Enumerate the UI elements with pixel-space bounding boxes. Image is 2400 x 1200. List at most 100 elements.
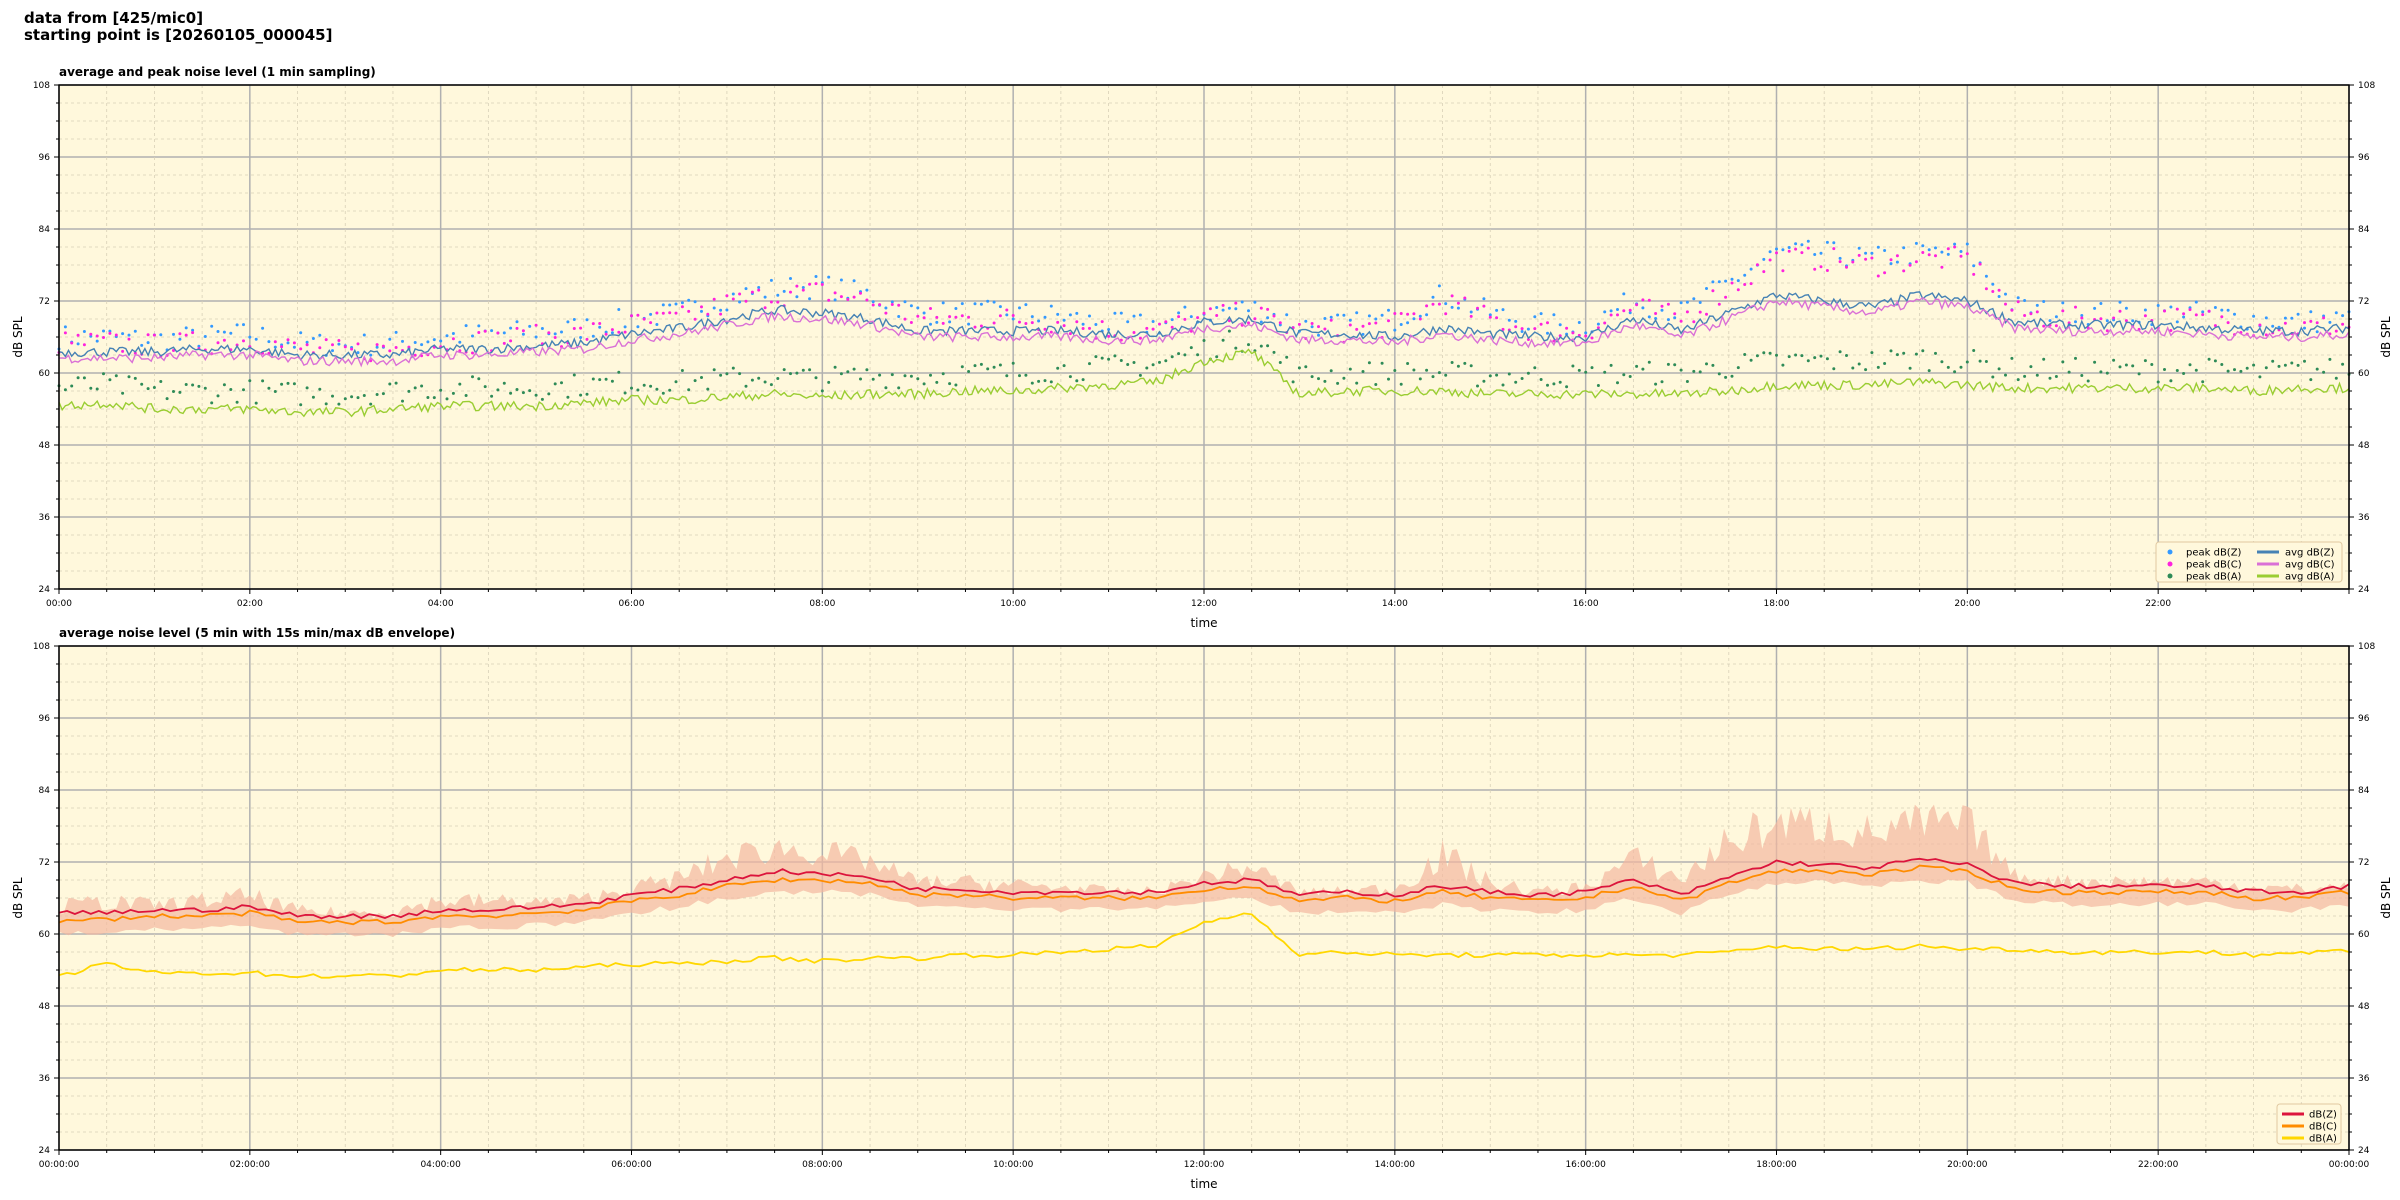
- y-tick-label: 96: [39, 714, 51, 724]
- peak-point: [598, 325, 602, 329]
- legend-label: avg dB(A): [2285, 572, 2335, 583]
- peak-point: [1641, 298, 1645, 302]
- peak-point: [998, 305, 1002, 309]
- peak-point: [935, 320, 939, 324]
- peak-point: [1546, 383, 1549, 387]
- peak-point: [191, 331, 195, 335]
- peak-point: [515, 326, 519, 330]
- peak-point: [610, 331, 614, 335]
- y-tick-label: 36: [39, 1074, 51, 1084]
- peak-point: [159, 333, 163, 337]
- y-tick-label-right: 108: [2358, 642, 2375, 652]
- peak-point: [127, 337, 131, 341]
- peak-point: [63, 331, 67, 335]
- peak-point: [1367, 314, 1371, 318]
- peak-point: [242, 339, 245, 343]
- legend-label: peak dB(C): [2186, 560, 2242, 571]
- peak-point: [146, 341, 150, 345]
- peak-point: [1011, 361, 1015, 365]
- peak-point: [273, 340, 277, 344]
- peak-point: [572, 318, 576, 321]
- chart-1: 108 108 96 96 84 84 72 72 60 60 48 48 36 36 24 24 00:00 0…: [11, 65, 2393, 630]
- peak-point: [1921, 244, 1925, 248]
- peak-point: [2309, 310, 2313, 314]
- peak-point: [1539, 322, 1543, 326]
- x-tick-label: 02:00:00: [230, 1160, 271, 1170]
- y-tick-label-right: 72: [2358, 858, 2369, 868]
- peak-point: [1775, 251, 1778, 255]
- peak-point: [1711, 363, 1715, 367]
- min-max-envelope: [59, 804, 2349, 937]
- peak-point: [579, 393, 583, 397]
- peak-point: [178, 390, 182, 394]
- peak-point: [1997, 367, 2001, 371]
- peak-point: [2074, 305, 2077, 309]
- x-tick-label: 00:00:00: [39, 1160, 80, 1170]
- peak-point: [350, 347, 354, 351]
- peak-point: [1787, 246, 1791, 249]
- x-tick-label: 12:00:00: [1184, 1160, 1225, 1170]
- x-axis-label: time: [1190, 1177, 1217, 1191]
- peak-point: [1189, 315, 1193, 319]
- peak-point: [1997, 288, 2001, 292]
- peak-point: [2188, 308, 2192, 312]
- peak-point: [2233, 312, 2236, 316]
- peak-point: [846, 370, 850, 374]
- peak-point: [324, 338, 328, 342]
- legend: peak dB(Z)peak dB(C)peak dB(A)avg dB(Z)a…: [2155, 541, 2343, 583]
- peak-point: [1247, 321, 1250, 325]
- peak-point: [617, 330, 621, 334]
- peak-point: [1138, 313, 1142, 317]
- peak-point: [1094, 323, 1098, 326]
- peak-point: [839, 295, 843, 299]
- peak-point: [1845, 265, 1848, 269]
- x-tick-label: 20:00:00: [1947, 1160, 1988, 1170]
- peak-point: [2175, 369, 2179, 372]
- peak-point: [2074, 356, 2077, 360]
- peak-point: [432, 338, 436, 342]
- peak-point: [1145, 326, 1149, 330]
- peak-point: [1520, 330, 1524, 333]
- peak-point: [471, 375, 474, 379]
- peak-point: [1450, 305, 1454, 309]
- peak-point: [292, 341, 296, 345]
- series-avg-db-c-: [58, 296, 2350, 368]
- peak-point: [1972, 264, 1976, 268]
- peak-point: [1673, 363, 1677, 367]
- peak-point: [1387, 319, 1390, 323]
- peak-point: [1520, 377, 1524, 380]
- peak-point: [273, 345, 277, 349]
- peak-point: [152, 386, 156, 389]
- peak-point: [1730, 277, 1734, 281]
- peak-point: [521, 332, 525, 336]
- peak-point: [878, 303, 882, 307]
- peak-point: [1870, 256, 1874, 260]
- peak-point: [356, 342, 360, 346]
- peak-point: [2226, 321, 2230, 325]
- peak-point: [1927, 253, 1931, 257]
- peak-point: [1227, 306, 1231, 310]
- peak-point: [1501, 383, 1505, 387]
- peak-point: [801, 288, 805, 292]
- peak-point: [1329, 369, 1333, 373]
- peak-point: [2010, 308, 2014, 312]
- peak-point: [331, 343, 334, 347]
- peak-point: [1813, 267, 1817, 271]
- peak-point: [216, 341, 220, 345]
- peak-point: [1049, 304, 1053, 308]
- peak-point: [1355, 381, 1359, 385]
- peak-point: [604, 330, 608, 334]
- legend-marker: [2167, 561, 2173, 567]
- peak-point: [2341, 362, 2345, 366]
- peak-point: [1622, 309, 1626, 313]
- peak-point: [108, 378, 112, 382]
- series-avg-db-a-: [58, 348, 2350, 418]
- peak-point: [719, 308, 723, 312]
- peak-point: [1934, 254, 1937, 258]
- peak-point: [623, 391, 627, 395]
- peak-point: [369, 402, 373, 406]
- peak-point: [1908, 263, 1912, 267]
- peak-point: [2143, 314, 2147, 318]
- peak-point: [2042, 324, 2046, 328]
- peak-point: [2277, 364, 2281, 368]
